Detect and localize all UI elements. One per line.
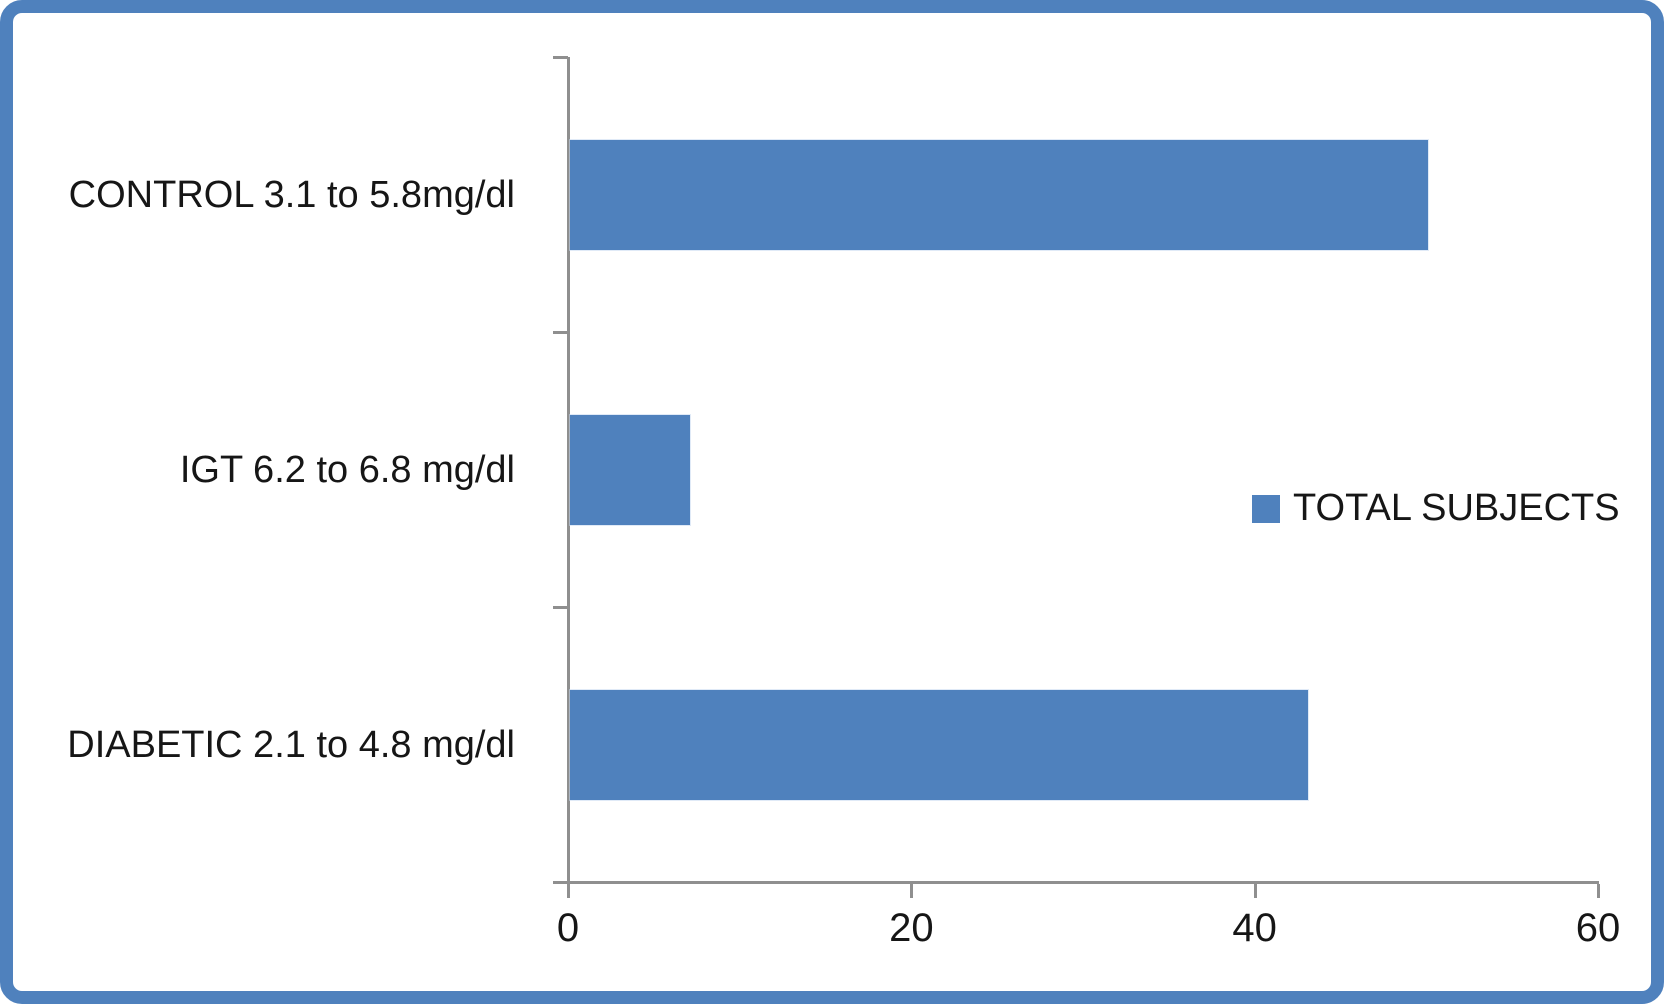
bar-igt — [570, 414, 690, 525]
legend-label: TOTAL SUBJECTS — [1293, 487, 1620, 529]
x-axis-tick-mark — [567, 884, 570, 898]
y-axis-tick-mark — [553, 606, 568, 609]
x-axis-tick-label: 20 — [889, 906, 934, 950]
legend-marker-swatch — [1252, 494, 1280, 523]
x-axis-tick-mark — [1597, 884, 1600, 898]
category-label: CONTROL 3.1 to 5.8mg/dl — [68, 173, 515, 216]
x-axis-tick-mark — [910, 884, 914, 898]
x-axis-tick-label: 40 — [1232, 906, 1277, 950]
y-axis-tick-mark — [553, 881, 568, 884]
y-axis-line — [567, 57, 570, 885]
x-axis-tick-label: 60 — [1575, 906, 1621, 950]
y-axis-tick-mark — [553, 56, 568, 59]
x-axis-tick-label: 0 — [556, 906, 580, 950]
y-axis-tick-mark — [553, 331, 568, 334]
legend: TOTAL SUBJECTS — [1252, 487, 1620, 530]
bar-diabetic — [570, 689, 1308, 800]
x-axis-line — [553, 881, 1599, 884]
category-label: IGT 6.2 to 6.8 mg/dl — [179, 448, 515, 491]
x-axis-tick-mark — [1253, 884, 1257, 898]
bar-control — [570, 139, 1428, 250]
category-label: DIABETIC 2.1 to 4.8 mg/dl — [67, 723, 515, 766]
